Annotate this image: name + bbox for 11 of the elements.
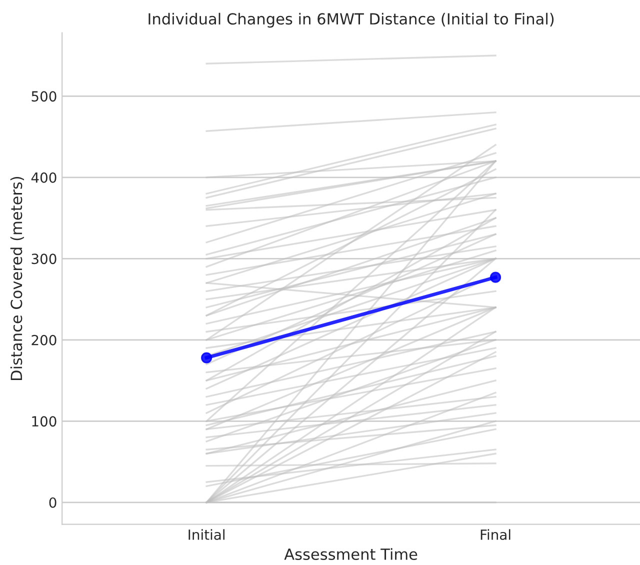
y-tick-label: 200	[32, 334, 56, 346]
chart-title: Individual Changes in 6MWT Distance (Initial to Final)	[148, 12, 554, 28]
y-tick-label: 500	[32, 91, 56, 102]
y-axis-title: Distance Covered (meters)	[10, 176, 24, 380]
x-axis-title: Assessment Time	[284, 548, 418, 560]
y-tick-label: 0	[49, 497, 56, 508]
x-tick-label: Initial	[188, 529, 224, 540]
y-tick-label: 300	[32, 254, 56, 264]
y-tick-label: 400	[31, 172, 56, 183]
y-tick-label: 100	[32, 416, 56, 427]
x-tick-label: Final	[480, 529, 510, 540]
